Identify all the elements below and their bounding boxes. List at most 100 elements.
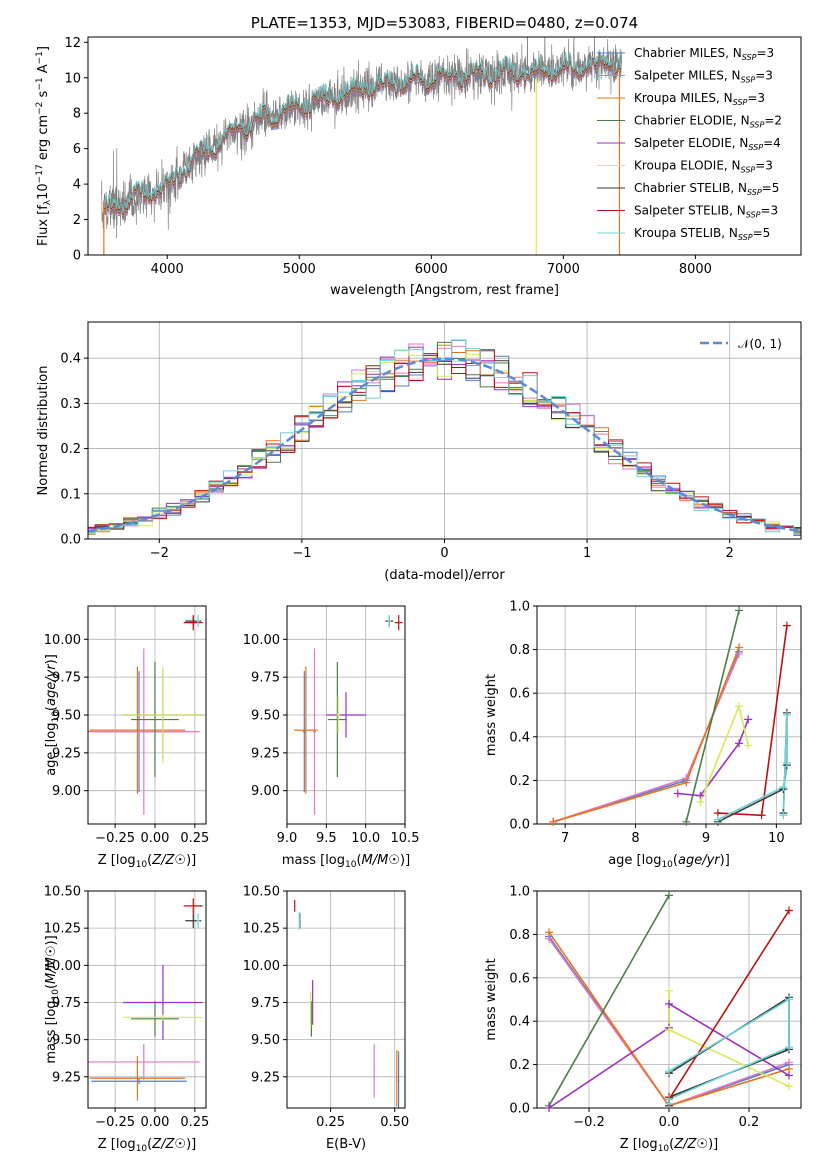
label-part: λ [43, 199, 53, 205]
label-part: A [36, 64, 51, 77]
panel-age_vs_mass: 9.0 9.5 10.0 10.5 9.00 9.25 9.50 9.75 10.00 mass … [243, 605, 420, 870]
x-tick-label: 10.0 [351, 831, 380, 846]
y-axis-label: age [log10(age/yr)] [44, 654, 61, 776]
weight-marker [665, 891, 673, 900]
x-tick-label: 0.00 [140, 1115, 169, 1130]
x-tick-label: 10 [768, 831, 785, 846]
label-part: )] [186, 1137, 196, 1152]
y-tick-label: 0.2 [60, 442, 81, 457]
label-part: Flux [f [36, 205, 51, 246]
label-part: ( [147, 1137, 152, 1152]
weight-line-kroupa-miles [552, 647, 740, 823]
legend-label: Kroupa STELIB, NSSP=5 [634, 226, 770, 242]
legend-nssp: =4 [763, 136, 781, 150]
y-tick-label: 0.2 [509, 1058, 530, 1073]
y-tick-label: 0.4 [509, 730, 530, 745]
x-axis-label: age [log10(age/yr)] [608, 853, 730, 870]
label-part: )] [44, 654, 59, 664]
y-tick-label: 10.25 [243, 922, 280, 937]
label-part: mass [log [282, 853, 345, 868]
x-tick-label: 8000 [679, 262, 712, 277]
gaussian-curve [88, 357, 799, 533]
weight-marker [757, 811, 766, 820]
legend-label: Salpeter STELIB, NSSP=3 [634, 204, 778, 220]
label-part: ( [669, 1137, 674, 1152]
weight-marker [665, 1067, 673, 1076]
y-tick-label: 0.1 [60, 487, 81, 502]
legend-nssp: =3 [747, 91, 765, 105]
legend-sub: SSP [738, 233, 753, 242]
legend-name: Salpeter STELIB, N [634, 204, 746, 218]
legend-sub: SSP [742, 53, 757, 62]
weight-marker [782, 711, 791, 719]
y-axis-label: Normed distribution [36, 366, 51, 496]
weight-marker [782, 621, 791, 630]
legend-name: Salpeter ELODIE, N [634, 136, 748, 150]
panel-weight_vs_Z: −0.2 0.0 0.2 0.0 0.2 0.4 0.6 0.8 1.0 Z [log10(Z/Z… [484, 885, 802, 1154]
axes-residuals: −2 −1 0 1 2 0.0 0.1 0.2 0.3 0.4 [60, 321, 802, 561]
x-axis-label: (data-model)/error [384, 568, 505, 583]
y-tick-label: 10 [64, 71, 81, 86]
x-tick-label: 8 [631, 831, 639, 846]
grid-weight_vs_age [537, 605, 801, 825]
y-tick-label: 4 [73, 178, 81, 193]
x-axis-label: Z [log10(Z/Z☉)] [98, 853, 196, 870]
axes-frame [87, 890, 207, 1109]
weight-marker [665, 1099, 673, 1108]
label-part: 10 [658, 1144, 670, 1154]
y-tick-label: 9.75 [251, 996, 280, 1011]
label-part: Z [log [98, 1137, 136, 1152]
label-part: )] [400, 853, 410, 868]
y-tick-label: 1.0 [509, 885, 530, 900]
weight-marker [779, 782, 788, 791]
weight-line-kroupa-elodie [699, 703, 749, 803]
y-tick-label: 10.00 [243, 959, 280, 974]
x-tick-label: 10.5 [391, 831, 420, 846]
y-tick-label: 10.25 [44, 922, 81, 937]
y-tick-label: 0.4 [60, 352, 81, 367]
plot-area-mass_vs_ebv [294, 899, 400, 1108]
x-tick-label: 7000 [547, 262, 580, 277]
axes-age_vs_Z: −0.25 0.00 0.25 9.00 9.25 9.50 9.75 10.00 [44, 605, 209, 846]
grid-mass_vs_ebv [287, 890, 405, 1108]
legend-nssp: =5 [753, 226, 771, 240]
y-tick-label: 10.00 [44, 633, 81, 648]
y-tick-label: 9.75 [251, 671, 280, 686]
x-axis-label: E(B-V) [326, 1137, 366, 1152]
y-axis-label: Flux [fλ10−17 erg cm−2 s−1 A−1] [35, 46, 53, 246]
legend-label: Kroupa MILES, NSSP=3 [634, 91, 765, 107]
y-tick-label: 0.6 [509, 971, 530, 986]
histogram-salpeter-stelib [88, 349, 801, 529]
x-axis-label: Z [log10(Z/Z☉)] [620, 1137, 718, 1154]
y-tick-label: 0.0 [60, 533, 81, 548]
legend-nssp: =3 [755, 159, 773, 173]
weight-marker [665, 1025, 673, 1034]
label-part: ] [36, 46, 51, 51]
label-part: ( [44, 706, 59, 711]
x-axis-label: mass [log10(M/M☉)] [282, 853, 410, 870]
y-tick-label: 12 [64, 36, 81, 51]
x-tick-label: 0.0 [659, 1115, 680, 1130]
label-part: ( [147, 853, 152, 868]
y-tick-label: 6 [73, 142, 81, 157]
x-axis-label: Z [log10(Z/Z☉)] [98, 1137, 196, 1154]
weight-marker [785, 1043, 793, 1052]
legend-name: Chabrier ELODIE, N [634, 114, 750, 128]
legend-name: Kroupa ELODIE, N [634, 159, 741, 173]
y-tick-label: 0.3 [60, 397, 81, 412]
weight-line-salpeter-miles [552, 653, 740, 823]
y-tick-label: 10.00 [243, 633, 280, 648]
label-part: ( [673, 853, 678, 868]
x-tick-label: 1 [583, 546, 591, 561]
label-part: 10 [661, 860, 673, 870]
y-tick-label: 9.25 [251, 746, 280, 761]
plot-area-spectrum [100, 37, 622, 255]
weight-marker [785, 906, 793, 915]
legend-label: Chabrier ELODIE, NSSP=2 [634, 114, 782, 130]
y-axis-label: mass weight [484, 958, 499, 1040]
legend-sub: SSP [741, 166, 756, 175]
axes-age_vs_mass: 9.0 9.5 10.0 10.5 9.00 9.25 9.50 9.75 10.00 [243, 605, 420, 846]
y-tick-label: 0 [73, 249, 81, 264]
label-part: mass [log [44, 1000, 59, 1063]
